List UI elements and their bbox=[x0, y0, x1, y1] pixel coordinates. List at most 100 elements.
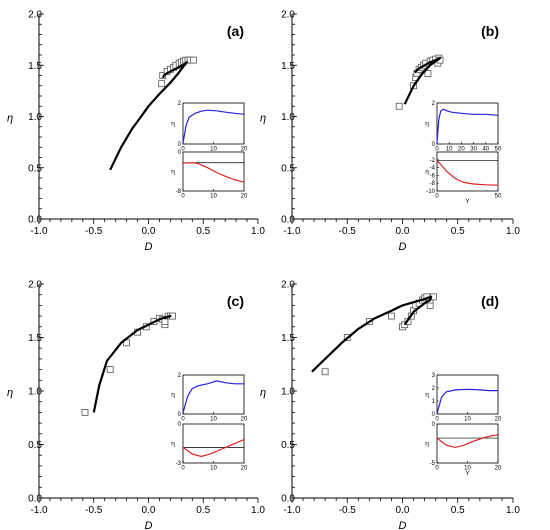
chart-panel-3: -1.0 -0.5 0.0 0.5 1.0 0.0 0.5 1.0 1.5 2.0 Dη (c) 0 10… bbox=[7, 280, 265, 530]
inset-x-tick-label: 0 bbox=[181, 466, 185, 472]
inset-chart-2: 0 10 20-80η bbox=[171, 150, 248, 200]
inset-y-tick-label: 1 bbox=[432, 399, 436, 405]
x-tick-label: 0.5 bbox=[451, 505, 465, 516]
x-tick-label: -0.5 bbox=[339, 226, 357, 237]
inset-y-title: η bbox=[171, 121, 175, 128]
inset-x-tick-label: 10 bbox=[210, 147, 217, 153]
x-tick-label: 1.0 bbox=[251, 505, 265, 516]
inset-chart-1: 0 10 20 0 2 η bbox=[171, 373, 248, 423]
x-tick-label: 0.0 bbox=[396, 226, 410, 237]
inset-x-tick-label: 0 bbox=[435, 194, 439, 200]
inset-x-title: Y bbox=[465, 470, 470, 477]
y-tick-label: 0.5 bbox=[28, 440, 42, 451]
inset-y-title: η bbox=[425, 169, 429, 176]
x-tick-label: 1.0 bbox=[506, 505, 520, 516]
inset-y-tick-label: 2 bbox=[178, 373, 182, 379]
inset-x-tick-label: 10 bbox=[464, 417, 471, 423]
inset-curve bbox=[436, 160, 499, 186]
y-tick-label: 0.0 bbox=[281, 215, 295, 226]
y-tick-label: 2.0 bbox=[28, 10, 42, 21]
inset-y-tick-label: 0 bbox=[178, 422, 182, 428]
inset-y-tick-label: 2 bbox=[178, 101, 182, 107]
model-curve bbox=[311, 295, 433, 373]
inset-x-tick-label: 0 bbox=[181, 194, 185, 200]
inset-x-tick-label: 50 bbox=[495, 147, 502, 153]
inset-y-title: η bbox=[171, 392, 175, 399]
inset-y-tick-label: -6 bbox=[430, 173, 436, 179]
x-tick-label: 0.5 bbox=[196, 505, 210, 516]
x-tick-label: 0.0 bbox=[396, 505, 410, 516]
x-tick-label: 1.0 bbox=[506, 226, 520, 237]
inset-y-title: η bbox=[171, 441, 175, 448]
chart-panel-4: -1.0 -0.5 0.0 0.5 1.00.00.51.01.52.0Dη(d)0 10… bbox=[260, 280, 520, 530]
inset-y-title: η bbox=[425, 121, 429, 128]
inset-x-tick-label: 20 bbox=[241, 194, 248, 200]
y-tick-label: 2.0 bbox=[28, 280, 42, 291]
y-tick-label: 1.0 bbox=[281, 387, 295, 398]
x-tick-label: 0.0 bbox=[142, 226, 156, 237]
data-point bbox=[159, 72, 167, 79]
chart-panel-1: -1.0 -0.5 0.0 0.5 1.0 0.0 0.5 1.0 1.5 2.0 Dη (a) 0 10… bbox=[7, 10, 265, 254]
inset-y-tick-label: 2 bbox=[432, 101, 436, 107]
panel-label: (d) bbox=[481, 293, 499, 309]
inset-curve bbox=[182, 380, 244, 414]
inset-curve bbox=[182, 109, 245, 144]
y-tick-label: 0.5 bbox=[28, 163, 42, 174]
inset-x-tick-label: 10 bbox=[464, 466, 471, 472]
inset-x-tick-label: 20 bbox=[495, 417, 502, 423]
y-tick-label: 1.5 bbox=[281, 333, 295, 344]
inset-curve bbox=[436, 388, 498, 414]
inset-y-tick-label: -5 bbox=[430, 461, 436, 467]
inset-chart-2: 0 10 20-30η bbox=[171, 422, 248, 472]
y-axis-title: η bbox=[260, 387, 266, 399]
x-axis-title: D bbox=[145, 241, 153, 253]
y-axis-title: η bbox=[7, 387, 13, 399]
inset-y-tick-label: 2 bbox=[432, 386, 436, 392]
x-tick-label: 1.0 bbox=[251, 226, 265, 237]
x-tick-label: -0.5 bbox=[85, 505, 103, 516]
panel-label: (c) bbox=[227, 293, 244, 309]
y-tick-label: 1.5 bbox=[28, 61, 42, 72]
y-tick-label: 0.0 bbox=[28, 494, 42, 505]
inset-frame bbox=[182, 423, 245, 464]
inset-y-tick-label: 0 bbox=[432, 142, 436, 148]
y-tick-label: 1.5 bbox=[28, 333, 42, 344]
x-tick-label: 0.5 bbox=[451, 226, 465, 237]
inset-x-tick-label: 0 bbox=[435, 147, 439, 153]
inset-frame bbox=[182, 102, 245, 145]
inset-frame bbox=[436, 374, 499, 415]
data-point bbox=[81, 408, 89, 416]
inset-chart-1: 0 10 20 30 40 50 0 2 η bbox=[425, 101, 502, 153]
data-point bbox=[189, 56, 197, 64]
inset-chart-1: 0 10 20 0 2 η bbox=[171, 101, 248, 153]
inset-x-tick-label: 0 bbox=[435, 417, 439, 423]
y-tick-label: 2.0 bbox=[281, 10, 295, 21]
inset-x-tick-label: 10 bbox=[210, 417, 217, 423]
inset-y-tick-label: 0 bbox=[432, 422, 436, 428]
x-axis-title: D bbox=[399, 520, 407, 530]
inset-x-tick-label: 20 bbox=[241, 466, 248, 472]
data-point bbox=[321, 368, 329, 376]
y-axis-title: η bbox=[260, 113, 266, 125]
x-tick-label: -1.0 bbox=[283, 226, 301, 237]
inset-y-title: η bbox=[425, 392, 429, 399]
inset-y-tick-label: -2 bbox=[430, 158, 436, 164]
inset-y-tick-label: -3 bbox=[176, 461, 182, 467]
inset-y-title: η bbox=[425, 441, 429, 448]
y-tick-label: 0.0 bbox=[281, 494, 295, 505]
inset-y-tick-label: 0 bbox=[178, 142, 182, 148]
x-tick-label: -1.0 bbox=[30, 226, 48, 237]
inset-y-tick-label: -8 bbox=[176, 189, 182, 195]
inset-chart-2: 0 50 -10 -8 -6-4 -2η Y bbox=[425, 151, 502, 205]
x-tick-label: -0.5 bbox=[85, 226, 103, 237]
data-point bbox=[158, 80, 166, 88]
y-tick-label: 0.5 bbox=[281, 163, 295, 174]
inset-curve bbox=[182, 162, 245, 183]
inset-x-tick-label: 10 bbox=[210, 466, 217, 472]
x-tick-label: 0.5 bbox=[196, 226, 210, 237]
inset-curve bbox=[436, 434, 499, 449]
inset-curve bbox=[436, 108, 499, 144]
inset-x-tick-label: 10 bbox=[446, 147, 453, 153]
y-tick-label: 1.0 bbox=[28, 112, 42, 123]
